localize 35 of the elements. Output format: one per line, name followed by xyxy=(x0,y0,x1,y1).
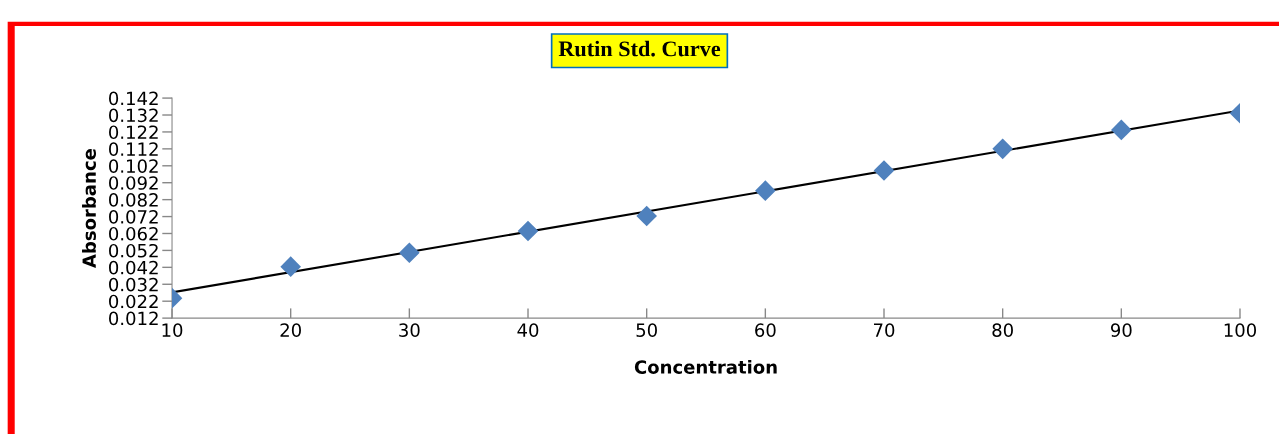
y-axis-title: Absorbance xyxy=(82,149,96,268)
y-tick-label: 0.062 xyxy=(109,226,158,241)
point xyxy=(873,160,895,181)
x-tick-label: 20 xyxy=(280,323,301,337)
y-tick-label: 0.132 xyxy=(109,108,158,123)
y-tick-label: 0.042 xyxy=(109,260,158,275)
x-tick-label: 40 xyxy=(517,323,539,337)
y-tick-label: 0.122 xyxy=(109,125,158,140)
x-tick-label: 10 xyxy=(162,323,183,337)
y-tick-label: 0.052 xyxy=(109,243,158,258)
y-tick-label: 0.092 xyxy=(109,176,158,190)
y-tick-label: 0.142 xyxy=(109,91,158,106)
y-tick-label: 0.072 xyxy=(109,210,158,224)
x-tick-label: 60 xyxy=(755,323,776,337)
point xyxy=(399,242,420,264)
y-tick-label: 0.032 xyxy=(109,277,158,292)
point xyxy=(280,256,301,277)
y-tick-label: 0.102 xyxy=(109,159,158,173)
point xyxy=(636,205,657,227)
x-axis-title: Concentration xyxy=(634,359,777,374)
x-tick-label: 70 xyxy=(874,323,895,337)
chart-title: Rutin Std. Curve xyxy=(558,40,721,57)
x-tick-label: 50 xyxy=(636,323,657,337)
y-tick-label: 0.112 xyxy=(109,142,158,156)
point xyxy=(755,180,776,201)
point xyxy=(1111,119,1132,141)
point xyxy=(517,220,539,242)
y-tick-label: 0.022 xyxy=(109,294,158,309)
x-tick-label: 80 xyxy=(992,323,1013,337)
y-tick-label: 0.012 xyxy=(109,311,158,326)
point xyxy=(992,138,1013,160)
y-tick-label: 0.082 xyxy=(109,193,158,207)
x-tick-label: 90 xyxy=(1110,323,1132,337)
x-tick-label: 30 xyxy=(399,323,420,337)
x-tick-label: 100 xyxy=(1224,323,1257,337)
